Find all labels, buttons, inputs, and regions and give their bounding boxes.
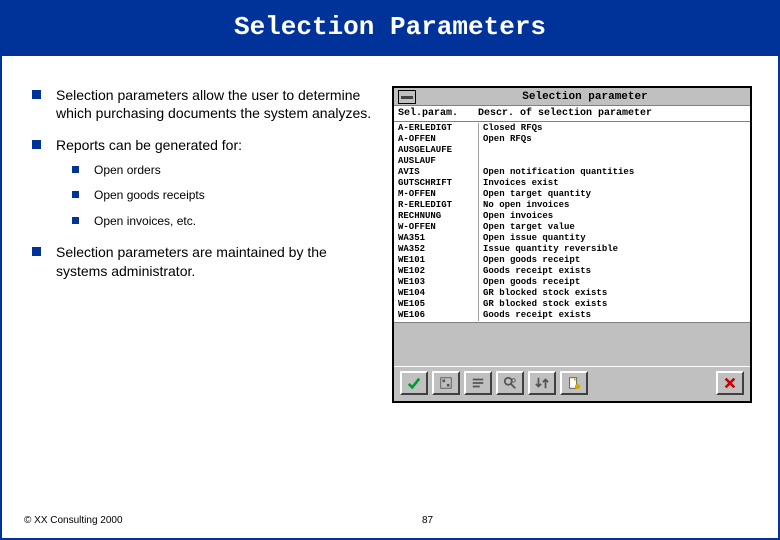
table-row[interactable]: W-OFFENOpen target value: [398, 222, 750, 233]
column-header-descr: Descr. of selection parameter: [478, 108, 652, 119]
cell-descr: [478, 156, 750, 167]
table-row[interactable]: M-OFFENOpen target quantity: [398, 189, 750, 200]
cell-param: WE106: [398, 310, 478, 321]
cancel-button[interactable]: [716, 371, 744, 395]
cell-param: AUSGELAUFE: [398, 145, 478, 156]
sort-icon: [535, 376, 549, 390]
table-header: Sel.param. Descr. of selection parameter: [394, 106, 750, 122]
cell-descr: [478, 145, 750, 156]
bullet-text: Selection parameters allow the user to d…: [56, 87, 371, 121]
bullet-text: Selection parameters are maintained by t…: [56, 244, 327, 278]
find-button[interactable]: [496, 371, 524, 395]
table-row[interactable]: AVISOpen notification quantities: [398, 167, 750, 178]
bullet-item: Selection parameters allow the user to d…: [32, 86, 372, 122]
table-row[interactable]: WE106Goods receipt exists: [398, 310, 750, 321]
page-number: 87: [422, 515, 433, 526]
column-header-param: Sel.param.: [398, 108, 478, 119]
cell-param: M-OFFEN: [398, 189, 478, 200]
cell-descr: GR blocked stock exists: [478, 299, 750, 310]
bullet-item: Selection parameters are maintained by t…: [32, 243, 372, 279]
cell-param: R-ERLEDIGT: [398, 200, 478, 211]
cell-param: GUTSCHRIFT: [398, 178, 478, 189]
cell-descr: Open issue quantity: [478, 233, 750, 244]
cancel-icon: [723, 376, 737, 390]
find-icon: [503, 376, 517, 390]
cell-param: WE105: [398, 299, 478, 310]
choose-icon: [439, 376, 453, 390]
cell-param: W-OFFEN: [398, 222, 478, 233]
table-row[interactable]: WE103Open goods receipt: [398, 277, 750, 288]
table-row[interactable]: WA351Open issue quantity: [398, 233, 750, 244]
sap-window: Selection parameter Sel.param. Descr. of…: [392, 86, 752, 403]
ok-button[interactable]: [400, 371, 428, 395]
slide-title: Selection Parameters: [234, 12, 546, 42]
cell-descr: Open target value: [478, 222, 750, 233]
choose-button[interactable]: [432, 371, 460, 395]
cell-descr: Invoices exist: [478, 178, 750, 189]
cell-param: AUSLAUF: [398, 156, 478, 167]
cell-descr: Open RFQs: [478, 134, 750, 145]
cell-param: WE104: [398, 288, 478, 299]
table-row[interactable]: WA352Issue quantity reversible: [398, 244, 750, 255]
sub-bullet-item: Open goods receipts: [72, 188, 372, 204]
ok-icon: [407, 376, 421, 390]
table-row[interactable]: AUSGELAUFE: [398, 145, 750, 156]
bullet-text: Reports can be generated for:: [56, 137, 242, 153]
table-row[interactable]: AUSLAUF: [398, 156, 750, 167]
cell-descr: Open notification quantities: [478, 167, 750, 178]
cell-param: WA351: [398, 233, 478, 244]
table-row[interactable]: WE105GR blocked stock exists: [398, 299, 750, 310]
cell-descr: Closed RFQs: [478, 123, 750, 134]
cell-descr: Open goods receipt: [478, 255, 750, 266]
cell-descr: Open invoices: [478, 211, 750, 222]
system-menu-icon[interactable]: [398, 90, 416, 104]
cell-descr: Goods receipt exists: [478, 266, 750, 277]
screenshot-column: Selection parameter Sel.param. Descr. of…: [392, 86, 752, 403]
new-icon: [567, 376, 581, 390]
details-icon: [471, 376, 485, 390]
cell-param: RECHNUNG: [398, 211, 478, 222]
table-row[interactable]: WE101Open goods receipt: [398, 255, 750, 266]
cell-descr: Goods receipt exists: [478, 310, 750, 321]
window-title: Selection parameter: [420, 91, 750, 103]
table-row[interactable]: WE104GR blocked stock exists: [398, 288, 750, 299]
cell-param: WA352: [398, 244, 478, 255]
cell-param: A-ERLEDIGT: [398, 123, 478, 134]
bullet-column: Selection parameters allow the user to d…: [32, 86, 372, 403]
toolbar-spacer: [592, 371, 712, 395]
table-row[interactable]: A-ERLEDIGTClosed RFQs: [398, 123, 750, 134]
cell-descr: Issue quantity reversible: [478, 244, 750, 255]
sap-titlebar: Selection parameter: [394, 88, 750, 106]
cell-descr: No open invoices: [478, 200, 750, 211]
window-spacer: [394, 322, 750, 366]
slide-title-bar: Selection Parameters: [2, 2, 778, 56]
table-row[interactable]: R-ERLEDIGTNo open invoices: [398, 200, 750, 211]
cell-param: WE103: [398, 277, 478, 288]
cell-param: WE101: [398, 255, 478, 266]
cell-param: WE102: [398, 266, 478, 277]
table-row[interactable]: A-OFFENOpen RFQs: [398, 134, 750, 145]
bullet-list: Selection parameters allow the user to d…: [32, 86, 372, 280]
cell-descr: GR blocked stock exists: [478, 288, 750, 299]
cell-param: A-OFFEN: [398, 134, 478, 145]
cell-descr: Open target quantity: [478, 189, 750, 200]
table-row[interactable]: WE102Goods receipt exists: [398, 266, 750, 277]
sub-bullet-item: Open orders: [72, 163, 372, 179]
new-button[interactable]: [560, 371, 588, 395]
bullet-item: Reports can be generated for: Open order…: [32, 136, 372, 229]
table-row[interactable]: RECHNUNGOpen invoices: [398, 211, 750, 222]
sort-button[interactable]: [528, 371, 556, 395]
sub-bullet-item: Open invoices, etc.: [72, 214, 372, 230]
cell-descr: Open goods receipt: [478, 277, 750, 288]
table-row[interactable]: GUTSCHRIFTInvoices exist: [398, 178, 750, 189]
table-body: A-ERLEDIGTClosed RFQsA-OFFENOpen RFQsAUS…: [394, 122, 750, 322]
toolbar: [394, 366, 750, 401]
cell-param: AVIS: [398, 167, 478, 178]
details-button[interactable]: [464, 371, 492, 395]
copyright-footer: © XX Consulting 2000: [24, 515, 123, 526]
sub-bullet-list: Open orders Open goods receipts Open inv…: [72, 163, 372, 230]
content-area: Selection parameters allow the user to d…: [2, 56, 778, 413]
